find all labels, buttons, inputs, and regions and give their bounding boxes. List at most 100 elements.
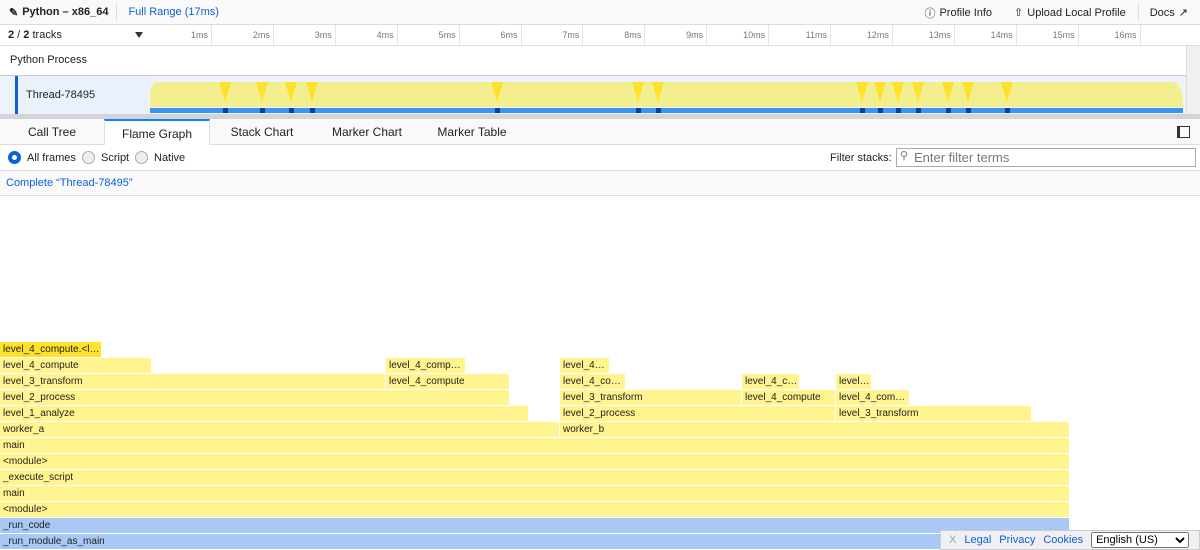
sample-marker xyxy=(495,108,500,113)
filter-placeholder: Enter filter terms xyxy=(914,150,1010,165)
time-tick: 11ms xyxy=(769,25,831,45)
flame-frame[interactable]: level_4_compute.<l… xyxy=(0,342,101,357)
flame-frame[interactable]: level_4_comp… xyxy=(386,358,465,373)
external-link-icon: ↗ xyxy=(1178,7,1188,19)
flame-frame[interactable]: main xyxy=(0,486,1069,501)
breadcrumb: Complete “Thread-78495” xyxy=(0,171,1200,196)
flame-frame[interactable]: level_3_transform xyxy=(836,406,1031,421)
panel-splitter[interactable] xyxy=(0,114,1200,119)
sample-marker xyxy=(260,108,265,113)
time-tick: 13ms xyxy=(893,25,955,45)
legal-link[interactable]: Legal xyxy=(964,534,992,546)
tab-call-tree[interactable]: Call Tree xyxy=(27,125,77,139)
flame-frame[interactable]: main xyxy=(0,438,1069,453)
sample-marker xyxy=(916,108,921,113)
sidebar-toggle-icon[interactable] xyxy=(1177,126,1190,138)
flame-frame[interactable]: level_4_compute xyxy=(742,390,835,405)
process-track[interactable]: Python Process xyxy=(0,46,1186,76)
time-tick: 14ms xyxy=(955,25,1017,45)
flame-frame[interactable]: _execute_script xyxy=(0,470,1069,485)
process-label: Python Process xyxy=(10,54,88,66)
flame-frame[interactable]: level_1_analyze xyxy=(0,406,528,421)
tab-marker-chart[interactable]: Marker Chart xyxy=(331,125,402,139)
top-bar: ✎ Python – x86_64 Full Range (17ms) ⓘ Prof… xyxy=(0,0,1200,25)
pencil-icon: ✎ xyxy=(9,6,19,19)
radio-script[interactable] xyxy=(82,151,95,164)
flame-frame[interactable]: level… xyxy=(836,374,871,389)
time-tick: 4ms xyxy=(336,25,398,45)
cpu-spike xyxy=(652,82,664,102)
flame-frame[interactable]: worker_a xyxy=(0,422,559,437)
tracks-label: tracks xyxy=(32,29,62,41)
cpu-activity-graph[interactable] xyxy=(150,76,1186,114)
flame-frame[interactable]: level_2_process xyxy=(560,406,835,421)
native-label[interactable]: Native xyxy=(154,152,186,164)
time-tick: 12ms xyxy=(831,25,893,45)
tracks-scrollbar[interactable] xyxy=(1186,46,1200,114)
time-tick: 5ms xyxy=(398,25,460,45)
time-tick: 15ms xyxy=(1017,25,1079,45)
profile-name-button[interactable]: ✎ Python – x86_64 xyxy=(0,3,118,21)
cookies-link[interactable]: Cookies xyxy=(1043,534,1084,546)
cpu-spike xyxy=(912,82,924,102)
timeline-ruler: 2 / 2 tracks 1ms 2ms 3ms 4ms 5ms 6ms 7ms 8ms 9ms… xyxy=(0,25,1200,46)
flame-frame[interactable]: level_3_transform xyxy=(0,374,385,389)
flame-frame[interactable]: _run_module_as_main xyxy=(0,534,1200,549)
docs-label: Docs xyxy=(1149,6,1175,19)
tab-stack-chart[interactable]: Stack Chart xyxy=(230,125,294,139)
radio-native[interactable] xyxy=(135,151,148,164)
radio-all-frames[interactable] xyxy=(8,151,21,164)
flame-frame[interactable]: level_4_compute xyxy=(0,358,151,373)
tab-flame-graph[interactable]: Flame Graph xyxy=(104,119,210,146)
flame-frame[interactable]: level_4_com… xyxy=(836,390,909,405)
flame-frame[interactable]: level_2_process xyxy=(0,390,509,405)
upload-icon: ⇧ xyxy=(1014,7,1024,19)
time-tick: 6ms xyxy=(460,25,522,45)
flame-frame[interactable]: <module> xyxy=(0,454,1069,469)
time-tick: 1ms xyxy=(150,25,212,45)
tracks-visible: 2 xyxy=(8,29,15,41)
upload-button[interactable]: ⇧ Upload Local Profile xyxy=(1014,6,1126,20)
info-icon: ⓘ xyxy=(924,7,936,20)
sample-marker xyxy=(310,108,315,113)
sample-marker xyxy=(289,108,294,113)
filter-input[interactable]: ⚲ Enter filter terms xyxy=(896,148,1196,167)
time-tick: 3ms xyxy=(274,25,336,45)
close-footer-button[interactable]: X xyxy=(949,534,957,546)
full-range-breadcrumb[interactable]: Full Range (17ms) xyxy=(128,6,219,18)
docs-link[interactable]: Docs ↗ xyxy=(1137,4,1200,21)
flame-frame[interactable]: level_4… xyxy=(560,358,609,373)
flame-frame[interactable]: <module> xyxy=(0,502,1069,517)
breadcrumb-item[interactable]: Complete “Thread-78495” xyxy=(6,177,133,189)
sample-marker xyxy=(636,108,641,113)
sample-marker xyxy=(878,108,883,113)
sample-marker xyxy=(860,108,865,113)
sample-marker xyxy=(1005,108,1010,113)
track-count-button[interactable]: 2 / 2 tracks xyxy=(8,29,62,41)
time-tick: 7ms xyxy=(521,25,584,45)
cpu-spike xyxy=(285,82,297,102)
flame-frame[interactable]: level_4_compute xyxy=(386,374,501,389)
privacy-link[interactable]: Privacy xyxy=(999,534,1036,546)
cpu-spike xyxy=(962,82,974,102)
flame-frame[interactable]: level_4_c… xyxy=(742,374,799,389)
language-select[interactable]: English (US) xyxy=(1091,532,1190,548)
flame-frame[interactable]: level_3_transform xyxy=(560,390,741,405)
dropdown-triangle-icon[interactable] xyxy=(135,32,143,38)
flame-frame[interactable] xyxy=(501,374,509,389)
thread-track[interactable]: Thread-78495 xyxy=(0,76,1186,114)
tab-bar: Call Tree Flame Graph Stack Chart Marker… xyxy=(0,119,1200,146)
cpu-spike xyxy=(632,82,644,102)
flame-frame[interactable]: worker_b xyxy=(560,422,1069,437)
time-tick: 16ms xyxy=(1079,25,1141,45)
script-label[interactable]: Script xyxy=(101,152,130,164)
flame-frame[interactable]: _run_code xyxy=(0,518,1069,533)
tab-marker-table[interactable]: Marker Table xyxy=(437,125,507,139)
profile-info-button[interactable]: ⓘ Profile Info xyxy=(924,5,992,21)
cpu-spike xyxy=(892,82,904,102)
cpu-spike xyxy=(219,82,231,102)
thread-label[interactable]: Thread-78495 xyxy=(15,76,150,114)
flame-frame[interactable]: level_4_co… xyxy=(560,374,625,389)
all-frames-label[interactable]: All frames xyxy=(27,152,76,164)
options-bar: All frames Script Native Filter stacks: … xyxy=(0,145,1200,171)
